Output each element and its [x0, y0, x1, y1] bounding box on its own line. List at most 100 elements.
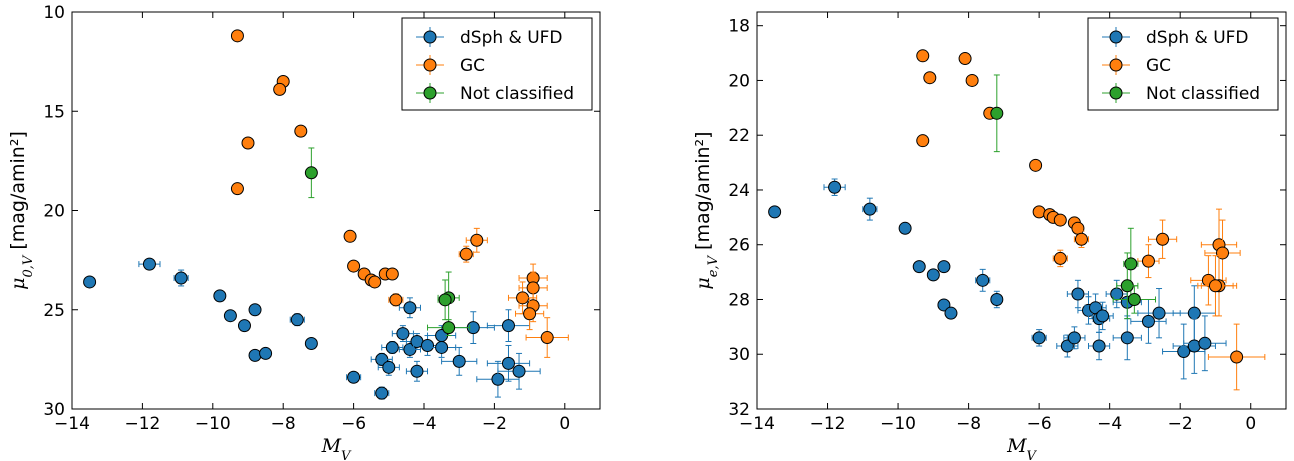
x-tick-label: −14 [739, 414, 775, 434]
y-tick-label: 22 [728, 126, 750, 146]
legend-marker [423, 58, 437, 72]
x-tick-label: −6 [341, 414, 366, 434]
y-tick-label: 25 [43, 301, 65, 321]
data-point [898, 221, 912, 235]
data-point [230, 182, 244, 196]
data-point [937, 260, 951, 274]
x-tick-label: −8 [271, 414, 296, 434]
data-point [213, 289, 227, 303]
data-point [273, 82, 287, 96]
data-point [396, 327, 410, 341]
y-tick-label: 18 [728, 17, 750, 37]
data-point [1208, 279, 1222, 293]
data-point [385, 340, 399, 354]
x-tick-label: −4 [411, 414, 436, 434]
legend-marker [423, 86, 437, 100]
legend-label: GC [1146, 56, 1171, 76]
x-tick-label: −2 [482, 414, 507, 434]
data-point [1053, 213, 1067, 227]
data-point [304, 336, 318, 350]
data-point [1029, 158, 1043, 172]
data-point [470, 233, 484, 247]
legend-marker [1109, 58, 1123, 72]
data-point [248, 303, 262, 317]
x-tick-label: −6 [1027, 414, 1052, 434]
x-tick-label: −8 [956, 414, 981, 434]
data-point [1156, 232, 1170, 246]
y-axis-label: μe,V [mag/amin²] [692, 131, 721, 289]
data-point [347, 370, 361, 384]
data-point [223, 309, 237, 323]
data-point [916, 134, 930, 148]
y-tick-label: 30 [43, 400, 65, 420]
data-point [230, 29, 244, 43]
data-point [1092, 339, 1106, 353]
data-point [290, 313, 304, 327]
data-point [1216, 246, 1230, 260]
y-tick-label: 28 [728, 290, 750, 310]
series-gc [916, 49, 1266, 391]
data-point [248, 348, 262, 362]
data-point [1177, 345, 1191, 359]
data-point [501, 319, 515, 333]
data-point [923, 71, 937, 85]
data-point [965, 73, 979, 87]
x-tick-label: −10 [880, 414, 916, 434]
data-point [1141, 254, 1155, 268]
data-point [1096, 309, 1110, 323]
x-tick-label: −4 [1097, 414, 1122, 434]
data-point [912, 260, 926, 274]
legend: dSph & UFD GC Not classified [401, 17, 593, 111]
data-point [1141, 314, 1155, 328]
data-point [926, 268, 940, 282]
data-point [501, 356, 515, 370]
data-point [1071, 287, 1085, 301]
y-tick-label: 32 [728, 400, 750, 420]
data-point [174, 271, 188, 285]
data-point [304, 166, 318, 180]
x-tick-label: −12 [124, 414, 160, 434]
x-tick-label: −2 [1168, 414, 1193, 434]
data-point [382, 360, 396, 374]
legend: dSph & UFD GC Not classified [1087, 17, 1279, 111]
series-not-classified [990, 74, 1157, 320]
data-point [828, 180, 842, 194]
data-point [442, 321, 456, 335]
data-point [1187, 339, 1201, 353]
legend-label: dSph & UFD [1146, 28, 1249, 48]
data-point [1198, 336, 1212, 350]
legend-marker [423, 30, 437, 44]
data-point [1032, 331, 1046, 345]
data-point [375, 386, 389, 400]
y-tick-label: 15 [43, 102, 65, 122]
data-point [142, 257, 156, 271]
data-point [540, 331, 554, 345]
panel-right: −14 −12 −10 −8 −6 −4 −2 0 18 20 22 24 26 28 30 32 MV μe,V… [692, 11, 1287, 461]
legend-label: dSph & UFD [460, 28, 563, 48]
data-point [1120, 331, 1134, 345]
data-point [1067, 331, 1081, 345]
data-point [1074, 232, 1088, 246]
data-point [990, 106, 1004, 120]
x-tick-label: −14 [54, 414, 90, 434]
data-point [916, 49, 930, 63]
panel-left: −14 −12 −10 −8 −6 −4 −2 0 10 15 20 25 30 MV μ0,V [mag/… [7, 3, 601, 461]
data-point [1187, 306, 1201, 320]
data-point [410, 364, 424, 378]
data-point [403, 301, 417, 315]
data-point [1053, 251, 1067, 265]
x-tick-label: 0 [1245, 414, 1256, 434]
data-point [452, 354, 466, 368]
data-point [976, 273, 990, 287]
data-point [343, 229, 357, 243]
x-axis-label: MV [1006, 435, 1037, 461]
data-point [1124, 257, 1138, 271]
data-point [1071, 221, 1085, 235]
y-tick-label: 10 [43, 3, 65, 23]
series-dsph-ufd [83, 257, 541, 400]
data-point [523, 307, 537, 321]
data-point [237, 319, 251, 333]
y-tick-label: 30 [728, 345, 750, 365]
data-point [1127, 292, 1141, 306]
